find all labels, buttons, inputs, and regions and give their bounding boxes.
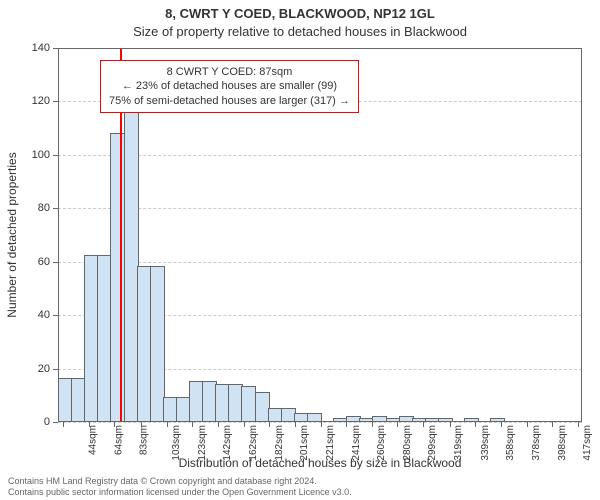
histogram-bar [464, 418, 479, 422]
y-tick [53, 422, 58, 423]
y-tick-label: 0 [18, 416, 50, 428]
x-tick [346, 422, 347, 427]
x-tick-label: 83sqm [139, 425, 150, 455]
x-tick [141, 422, 142, 427]
annotation-line1: 8 CWRT Y COED: 87sqm [109, 65, 350, 79]
histogram-bar [438, 418, 453, 422]
y-tick-label: 20 [18, 363, 50, 375]
x-tick [63, 422, 64, 427]
x-tick-label: 417sqm [582, 425, 593, 461]
x-axis-label: Distribution of detached houses by size … [58, 456, 582, 470]
histogram-bar [307, 413, 322, 422]
x-tick [372, 422, 373, 427]
annotation-line3: 75% of semi-detached houses are larger (… [109, 94, 350, 108]
x-tick [218, 422, 219, 427]
x-tick [114, 422, 115, 427]
histogram-bar [490, 418, 505, 422]
annotation-line2: ← 23% of detached houses are smaller (99… [109, 79, 350, 93]
x-tick [527, 422, 528, 427]
copyright-block: Contains HM Land Registry data © Crown c… [8, 476, 352, 498]
y-tick-label: 60 [18, 256, 50, 268]
annotation-box: 8 CWRT Y COED: 87sqm ← 23% of detached h… [100, 60, 359, 113]
x-tick [269, 422, 270, 427]
x-tick [501, 422, 502, 427]
y-axis-label: Number of detached properties [5, 152, 19, 317]
x-tick [423, 422, 424, 427]
copyright-line1: Contains HM Land Registry data © Crown c… [8, 476, 352, 487]
x-tick [244, 422, 245, 427]
copyright-line2: Contains public sector information licen… [8, 487, 352, 498]
x-tick [295, 422, 296, 427]
x-tick [552, 422, 553, 427]
chart-title-line1: 8, CWRT Y COED, BLACKWOOD, NP12 1GL [0, 6, 600, 21]
x-tick [475, 422, 476, 427]
y-tick-label: 120 [18, 95, 50, 107]
y-tick-label: 80 [18, 202, 50, 214]
x-tick [578, 422, 579, 427]
x-tick [397, 422, 398, 427]
x-tick-label: 44sqm [88, 425, 99, 455]
x-tick [192, 422, 193, 427]
x-tick [89, 422, 90, 427]
x-tick-label: 64sqm [114, 425, 125, 455]
y-tick-label: 100 [18, 149, 50, 161]
x-tick [450, 422, 451, 427]
grid-line [58, 422, 582, 423]
y-tick-label: 140 [18, 42, 50, 54]
y-tick-label: 40 [18, 309, 50, 321]
x-tick [167, 422, 168, 427]
chart-container: 8, CWRT Y COED, BLACKWOOD, NP12 1GL Size… [0, 0, 600, 500]
x-tick [321, 422, 322, 427]
chart-title-line2: Size of property relative to detached ho… [0, 24, 600, 39]
